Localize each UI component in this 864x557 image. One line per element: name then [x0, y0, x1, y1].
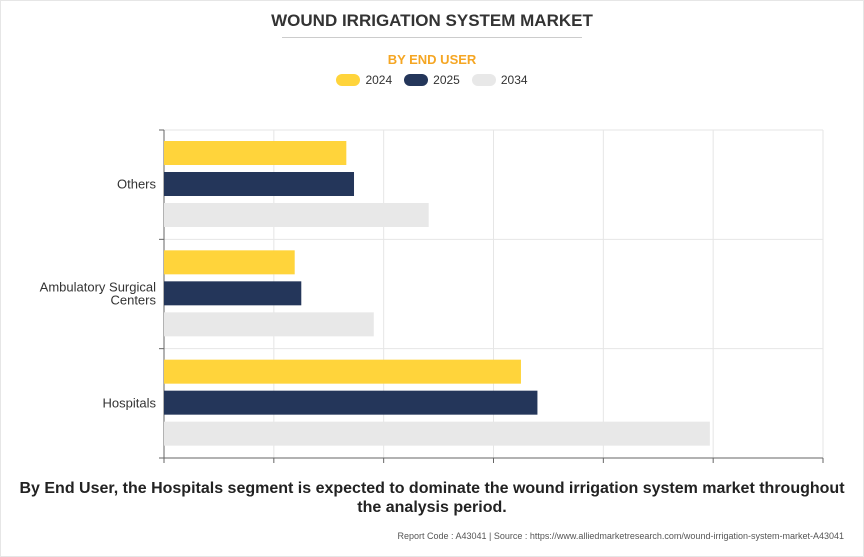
chart-subtitle: BY END USER	[387, 52, 477, 67]
bar-2024-0	[164, 141, 347, 165]
category-label-1: Ambulatory Surgical Centers	[40, 280, 157, 308]
chart-caption: By End User, the Hospitals segment is ex…	[19, 480, 845, 516]
category-label-0: Others	[117, 177, 157, 192]
title-divider	[282, 37, 582, 38]
legend-item-2025[interactable]: 2025	[404, 73, 460, 87]
legend: 2024 2025 2034	[0, 73, 864, 87]
chart-title: WOUND IRRIGATION SYSTEM MARKET	[271, 11, 593, 30]
bar-2034-2	[164, 421, 710, 446]
bar-2025-1	[164, 281, 302, 306]
legend-swatch-2034	[471, 74, 496, 86]
bar-2024-2	[164, 359, 521, 384]
bar-2025-2	[164, 390, 538, 415]
bar-2034-1	[164, 312, 374, 337]
bar-2024-1	[164, 250, 295, 275]
legend-swatch-2025	[404, 74, 429, 86]
bar-chart: Others Ambulatory Surgical Centers Hospital…	[40, 129, 824, 463]
bar-2034-0	[164, 203, 429, 227]
legend-item-2034[interactable]: 2034	[471, 73, 528, 87]
legend-item-2024[interactable]: 2024	[336, 73, 392, 87]
source-note: Report Code : A43041 | Source : https://…	[397, 531, 844, 541]
legend-label-2034: 2034	[500, 73, 528, 87]
bar-2025-0	[164, 172, 355, 196]
category-label-2: Hospitals	[103, 395, 157, 410]
legend-swatch-2024	[336, 74, 361, 86]
legend-label-2025: 2025	[433, 73, 460, 87]
legend-label-2024: 2024	[365, 73, 393, 87]
